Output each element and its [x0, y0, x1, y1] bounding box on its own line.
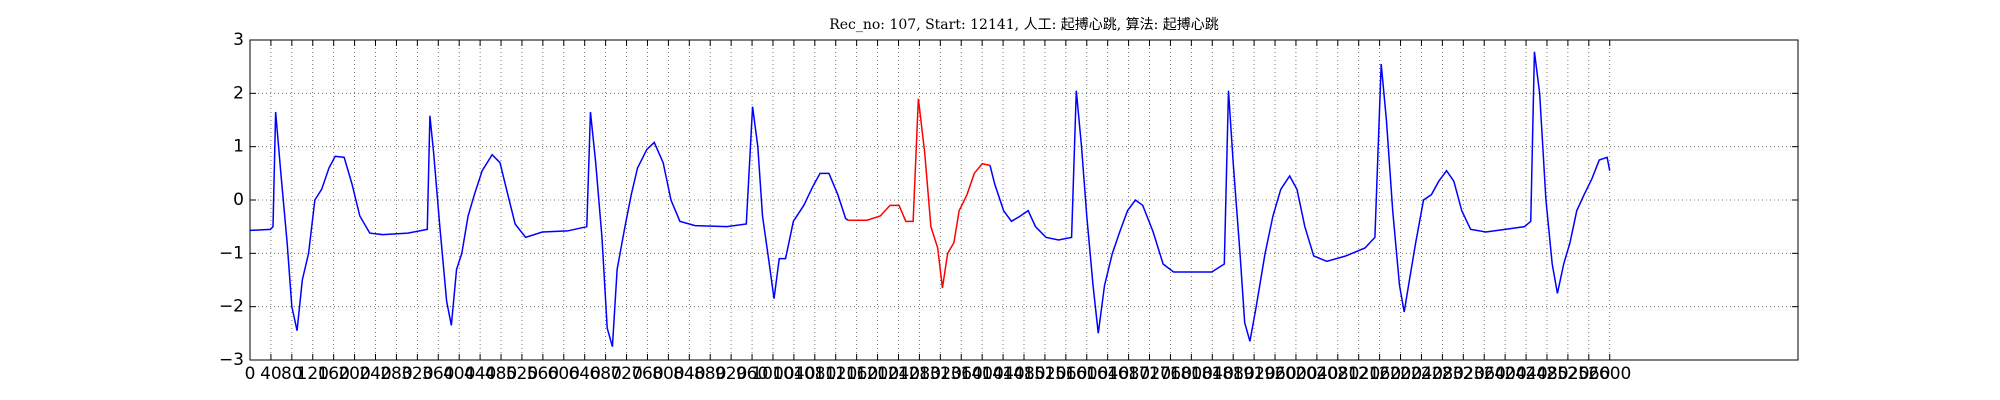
x-tick-label: 720 — [610, 364, 642, 384]
x-tick-label: 1400 — [961, 364, 1004, 384]
x-tick-label: 2240 — [1400, 364, 1443, 384]
x-tick-label: 320 — [401, 364, 433, 384]
x-tick-label: 1240 — [877, 364, 920, 384]
y-tick-label: 3 — [233, 30, 244, 50]
x-tick-label: 960 — [736, 364, 768, 384]
x-tick-label: 1640 — [1086, 364, 1129, 384]
line-series — [848, 98, 991, 289]
x-tick-label: 640 — [568, 364, 600, 384]
x-tick-label: 200 — [338, 364, 370, 384]
x-tick-label: 1160 — [835, 364, 878, 384]
x-tick-label: 1920 — [1232, 364, 1275, 384]
x-tick-label: 1880 — [1212, 364, 1255, 384]
x-tick-label: 2280 — [1421, 364, 1464, 384]
plot-frame — [249, 39, 1799, 361]
x-tick-label: 240 — [359, 364, 391, 384]
x-tick-label: 2480 — [1525, 364, 1568, 384]
x-tick-label: 880 — [694, 364, 726, 384]
x-tick-label: 1080 — [793, 364, 836, 384]
x-tick-label: 1720 — [1128, 364, 1171, 384]
line-series — [249, 51, 1611, 347]
x-tick-label: 2360 — [1463, 364, 1506, 384]
x-tick-label: 1800 — [1170, 364, 1213, 384]
y-tick-label: −1 — [219, 243, 244, 263]
x-tick-label: 1520 — [1023, 364, 1066, 384]
x-tick-label: 120 — [297, 364, 329, 384]
x-tick-label: 1040 — [772, 364, 815, 384]
x-tick-label: 2200 — [1379, 364, 1422, 384]
x-tick-label: 2400 — [1484, 364, 1527, 384]
x-tick-label: 2600 — [1588, 364, 1631, 384]
y-tick-label: −2 — [219, 297, 244, 317]
x-tick-label: 0 — [245, 364, 256, 384]
y-tick-label: 0 — [233, 190, 244, 210]
x-tick-label: 2320 — [1442, 364, 1485, 384]
x-tick-label: 1440 — [981, 364, 1024, 384]
x-tick-label: 680 — [589, 364, 621, 384]
x-tick-label: 600 — [548, 364, 580, 384]
x-tick-label: 1560 — [1044, 364, 1087, 384]
x-tick-label: 400 — [443, 364, 475, 384]
x-tick-label: 2120 — [1337, 364, 1380, 384]
x-tick-label: 1000 — [751, 364, 794, 384]
y-tick-label: 2 — [233, 83, 244, 103]
x-tick-label: 2040 — [1295, 364, 1338, 384]
x-tick-label: 1320 — [919, 364, 962, 384]
x-tick-label: 840 — [673, 364, 705, 384]
y-tick-label: −3 — [219, 350, 244, 370]
x-tick-label: 2440 — [1504, 364, 1547, 384]
x-tick-label: 40 — [260, 364, 282, 384]
x-tick-label: 2520 — [1546, 364, 1589, 384]
x-tick-label: 360 — [422, 364, 454, 384]
x-tick-label: 800 — [652, 364, 684, 384]
x-tick-label: 2080 — [1316, 364, 1359, 384]
x-tick-label: 1480 — [1002, 364, 1045, 384]
x-tick-label: 560 — [527, 364, 559, 384]
x-tick-label: 1120 — [814, 364, 857, 384]
x-tick-label: 1600 — [1065, 364, 1108, 384]
x-tick-label: 2000 — [1274, 364, 1317, 384]
x-tick-label: 1680 — [1107, 364, 1150, 384]
x-tick-label: 2560 — [1567, 364, 1610, 384]
y-tick-label: 1 — [233, 137, 244, 157]
x-tick-label: 1760 — [1149, 364, 1192, 384]
x-tick-label: 440 — [464, 364, 496, 384]
x-tick-label: 280 — [380, 364, 412, 384]
x-tick-label: 920 — [715, 364, 747, 384]
x-tick-label: 80 — [281, 364, 303, 384]
x-tick-label: 1840 — [1191, 364, 1234, 384]
x-tick-label: 1360 — [940, 364, 983, 384]
x-tick-label: 1960 — [1253, 364, 1296, 384]
x-tick-label: 160 — [317, 364, 349, 384]
x-tick-label: 520 — [506, 364, 538, 384]
x-tick-label: 1280 — [898, 364, 941, 384]
chart-title: Rec_no: 107, Start: 12141, 人工: 起搏心跳, 算法:… — [829, 16, 1219, 33]
x-tick-label: 480 — [485, 364, 517, 384]
x-tick-label: 2160 — [1358, 364, 1401, 384]
x-tick-label: 1200 — [856, 364, 899, 384]
x-tick-label: 760 — [631, 364, 663, 384]
